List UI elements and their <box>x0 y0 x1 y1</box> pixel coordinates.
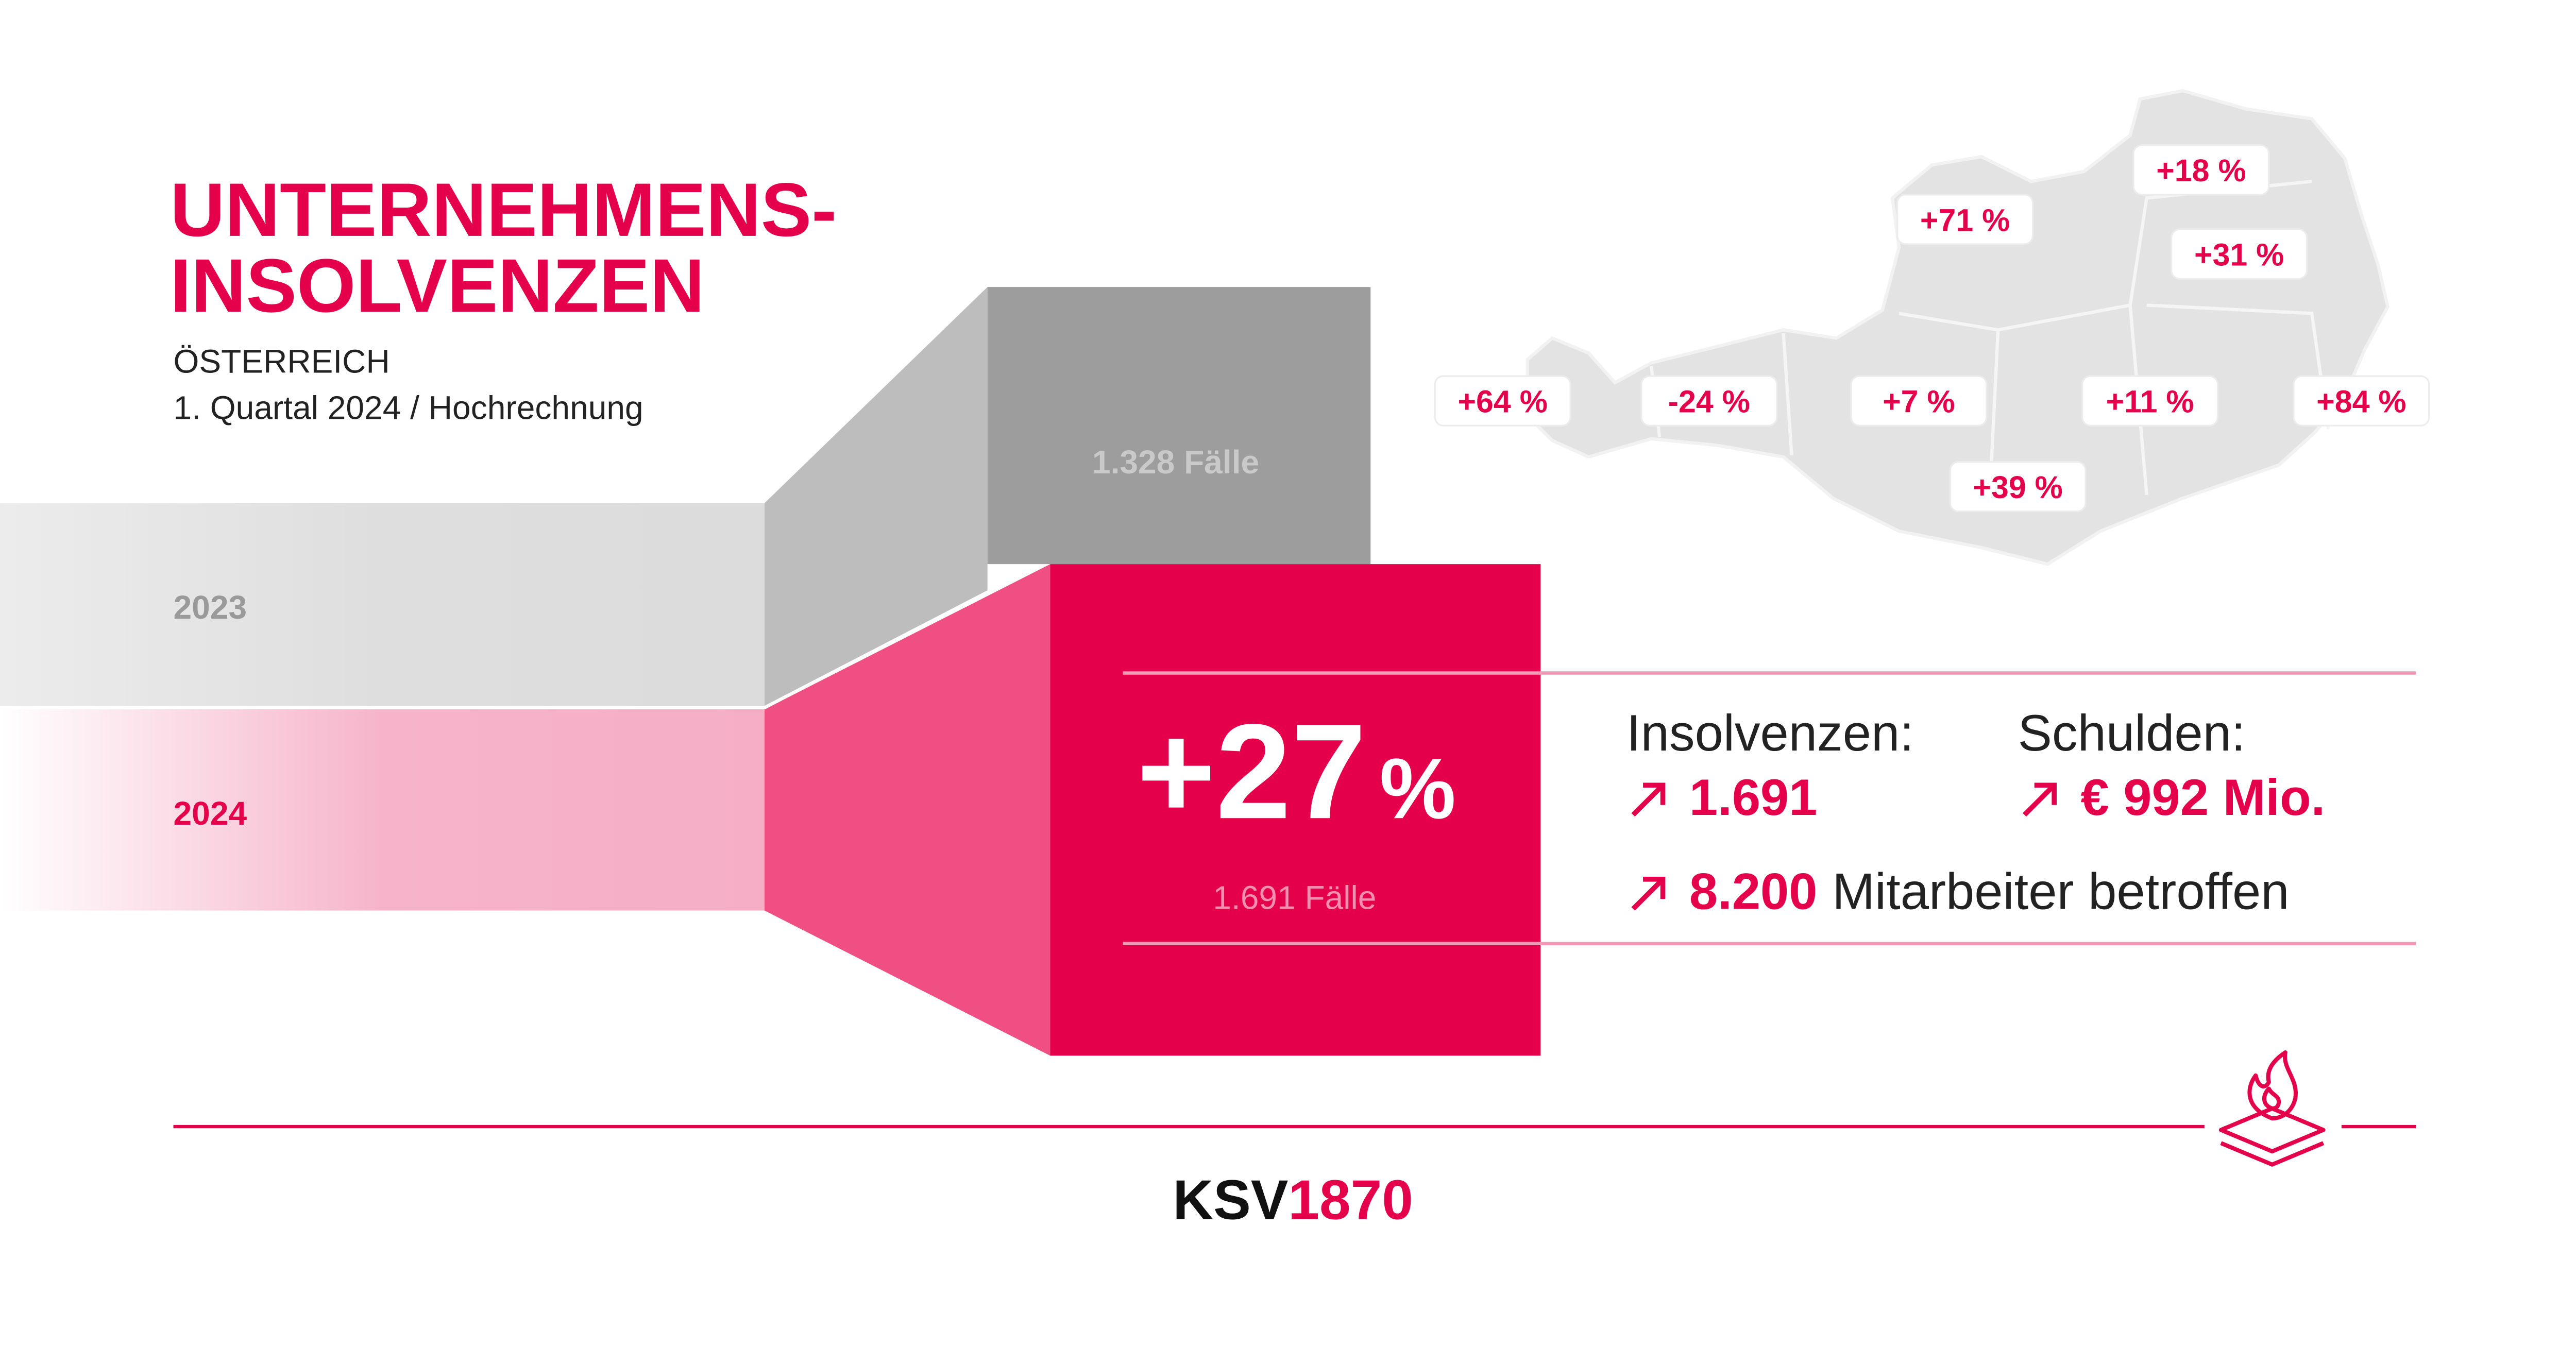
subtitle: ÖSTERREICH <box>174 343 390 380</box>
region-labels: +18 % +71 % +31 % +64 % -24 % +7 % +11 % +84 % +… <box>1434 144 2430 513</box>
connector-2023 <box>764 287 988 706</box>
region-change: +64 % <box>1458 384 1547 419</box>
region-badge: +7 % <box>1850 375 1988 427</box>
austria-map <box>1526 89 2390 566</box>
change-unit: % <box>1380 741 1456 837</box>
box-2024 <box>1050 564 1541 1056</box>
year-2023: 2023 <box>174 589 247 626</box>
change-value: +27 <box>1137 695 1366 847</box>
region-badge: +39 % <box>1949 461 2087 513</box>
region-badge: +84 % <box>2293 375 2430 427</box>
region-change: +7 % <box>1883 384 1955 419</box>
region-change: +31 % <box>2194 237 2284 272</box>
arrow-up <box>1631 782 1666 817</box>
subtitle: 1. Quartal 2024 / Hochrechnung <box>174 389 643 426</box>
arrow-up <box>2023 782 2057 817</box>
cases-2024: 1.691 Fälle <box>1213 879 1376 916</box>
title-line: INSOLVENZEN <box>170 244 705 328</box>
logo-year: 1870 <box>1288 1168 1413 1231</box>
change: +27% <box>1137 695 1456 847</box>
region-change: +39 % <box>1973 470 2062 505</box>
stat-label: Insolvenzen: <box>1626 705 1914 762</box>
badge-box <box>2171 228 2308 280</box>
region-badge: +31 % <box>2171 228 2308 280</box>
stat-label: Schulden: <box>2018 705 2246 762</box>
band-2024 <box>0 709 765 911</box>
badge-box <box>2293 375 2430 427</box>
stat-label: Mitarbeiter betroffen <box>1832 863 2289 920</box>
badge-box <box>1850 375 1988 427</box>
year-2024: 2024 <box>174 795 247 832</box>
badge-box <box>1640 375 1778 427</box>
stat-value: 1.691 <box>1689 769 1818 826</box>
fire-icon <box>2218 1050 2326 1167</box>
badge-box <box>2132 144 2270 196</box>
region-badge: -24 % <box>1640 375 1778 427</box>
connector-2024 <box>764 564 1050 1056</box>
region-badge: +18 % <box>2132 144 2270 196</box>
stat-value: € 992 Mio. <box>2080 769 2325 826</box>
band-2023 <box>0 503 765 706</box>
region-badge: +71 % <box>1896 194 2034 245</box>
badge-box <box>1896 194 2034 245</box>
stat-value: 8.200 <box>1689 863 1818 920</box>
region-change: -24 % <box>1668 384 1750 419</box>
title-line: UNTERNEHMENS- <box>170 168 837 252</box>
region-change: +11 % <box>2106 384 2194 419</box>
stat-line: 8.200 Mitarbeiter betroffen <box>1689 863 2290 920</box>
badge-box <box>1434 375 1571 427</box>
arrow-up <box>1631 876 1666 911</box>
box-2023 <box>987 287 1371 565</box>
badge-box <box>1949 461 2087 513</box>
region-change: +84 % <box>2316 384 2406 419</box>
cases-2023: 1.328 Fälle <box>1092 444 1259 481</box>
region-change: +71 % <box>1920 202 2010 237</box>
logo-name: KSV <box>1173 1168 1288 1231</box>
region-badge: +64 % <box>1434 375 1571 427</box>
region-badge: +11 % <box>2081 375 2219 427</box>
region-change: +18 % <box>2156 153 2246 188</box>
badge-box <box>2081 375 2219 427</box>
divider <box>764 590 989 709</box>
logo: KSV1870 <box>1173 1168 1413 1231</box>
